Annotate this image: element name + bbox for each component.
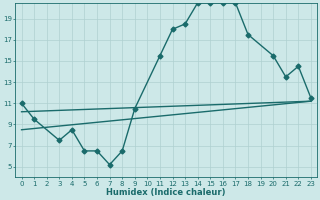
- X-axis label: Humidex (Indice chaleur): Humidex (Indice chaleur): [107, 188, 226, 197]
